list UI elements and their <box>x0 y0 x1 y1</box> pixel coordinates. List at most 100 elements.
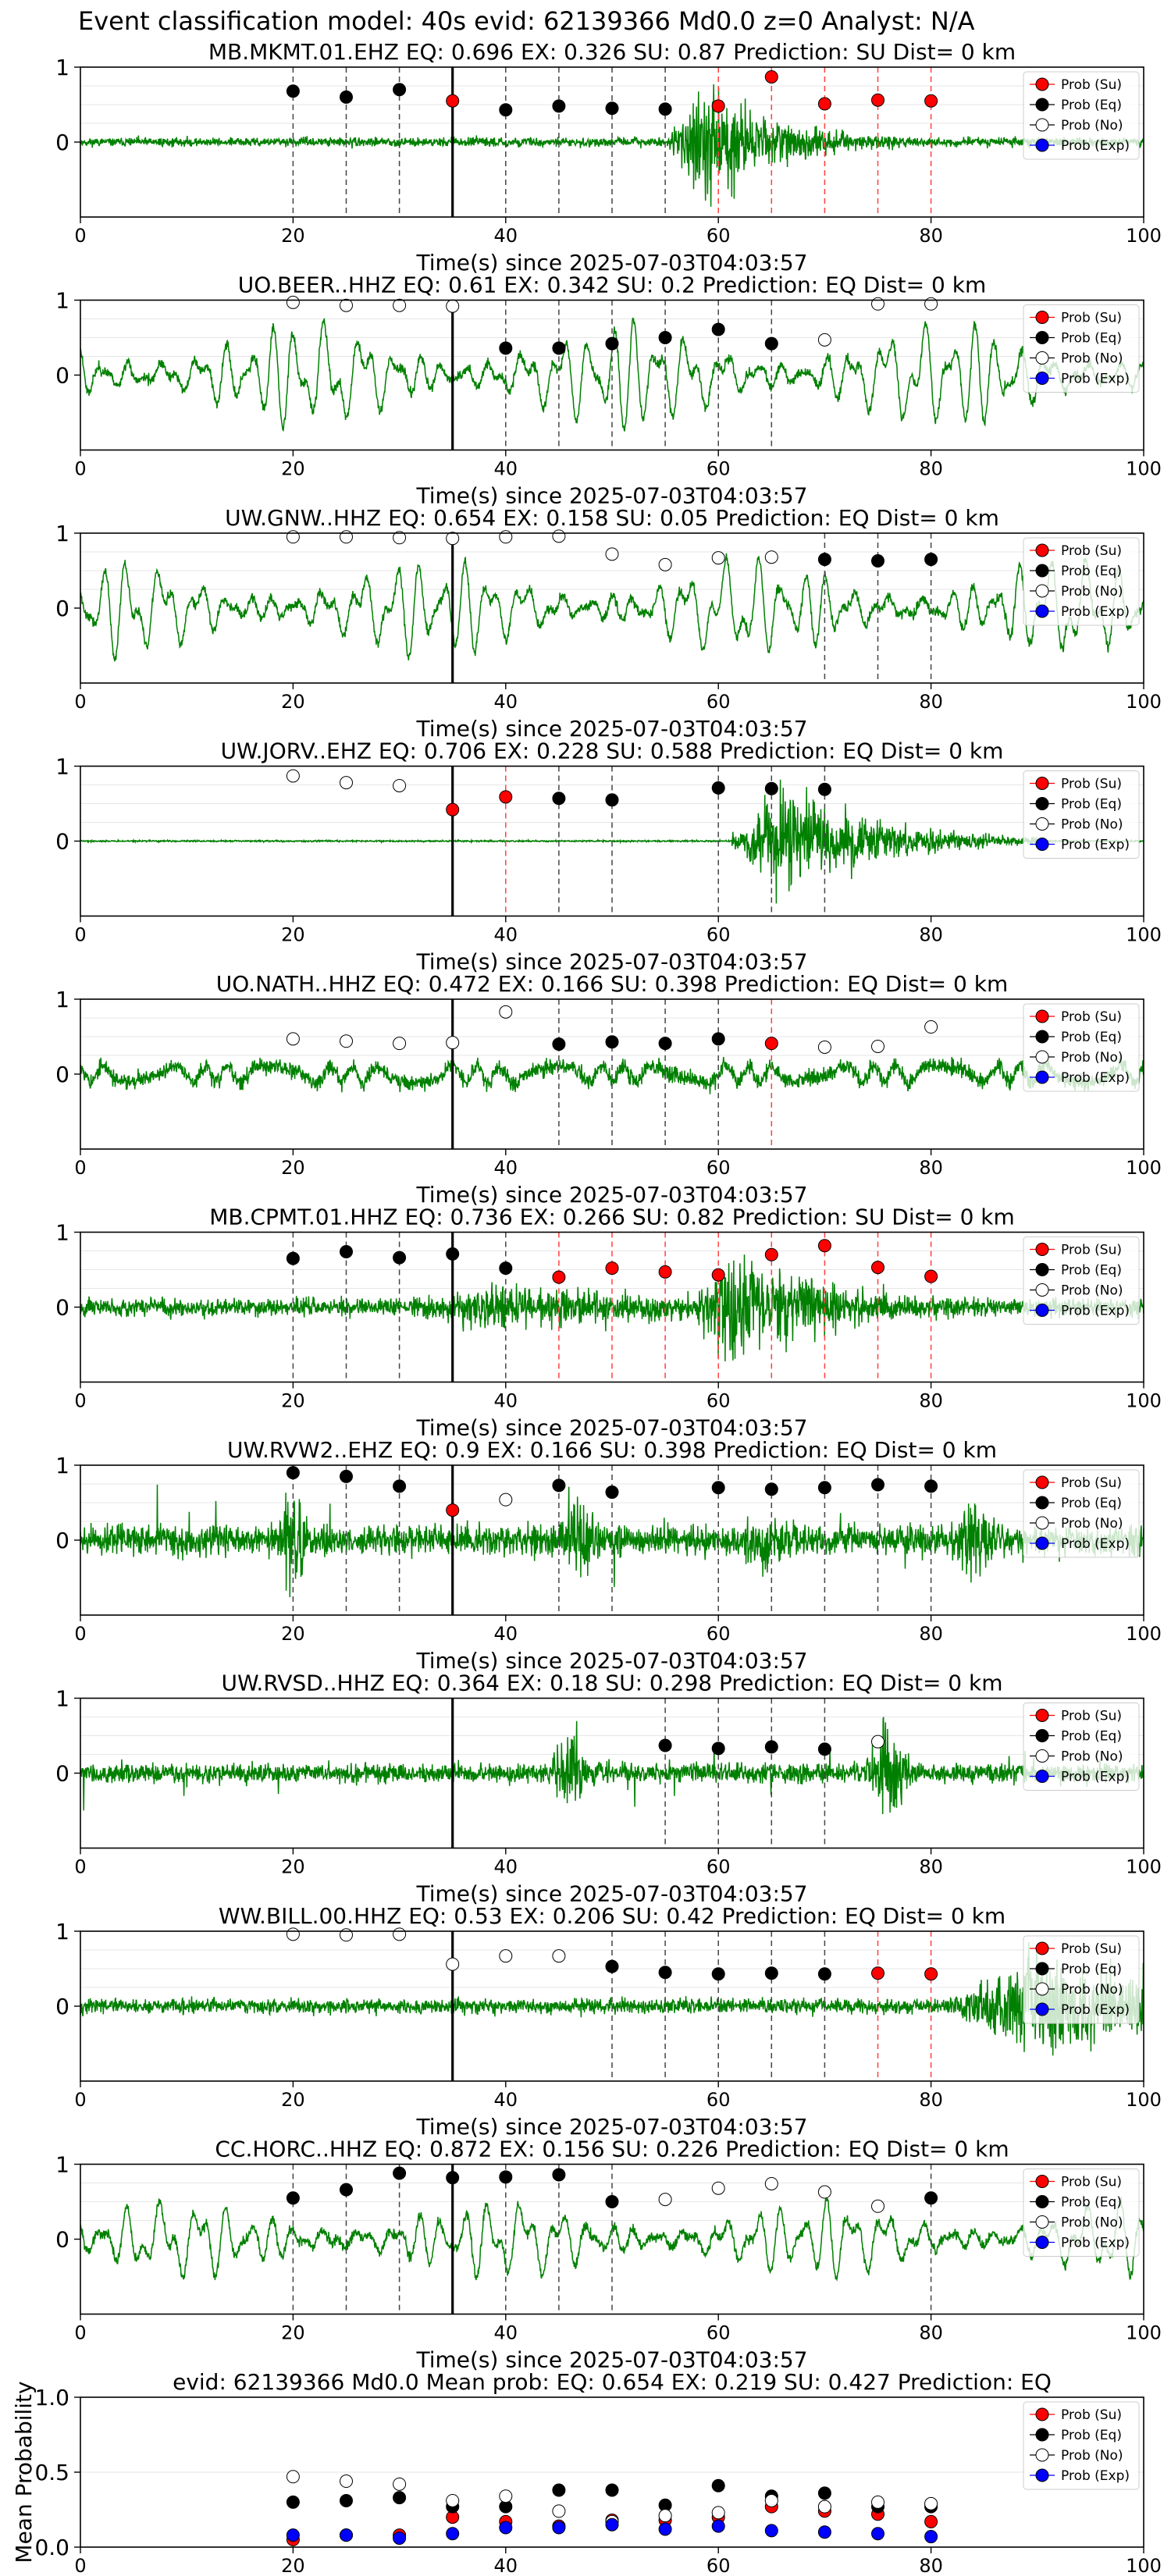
prob-point-no <box>924 1020 938 1034</box>
x-tick-label: 20 <box>281 1390 305 1412</box>
x-tick-label: 100 <box>1126 924 1162 946</box>
prob-point-eq <box>711 1742 725 1756</box>
mean-point-no <box>711 2506 725 2520</box>
legend-marker-no <box>1035 118 1049 132</box>
legend <box>1023 1236 1140 1325</box>
panel-7: UW.RVW2..EHZ EQ: 0.9 EX: 0.166 SU: 0.398… <box>55 1437 1162 1674</box>
panel-4: UW.JORV..EHZ EQ: 0.706 EX: 0.228 SU: 0.5… <box>55 738 1162 975</box>
legend <box>1023 1935 1140 2024</box>
legend-marker-su <box>1035 1709 1049 1722</box>
mean-point-exp <box>499 2521 513 2535</box>
mean-point-no <box>446 2493 460 2507</box>
legend-label-su: Prob (Su) <box>1061 2175 1122 2190</box>
y-tick-label: 1 <box>55 2152 69 2178</box>
x-tick-label: 100 <box>1126 2322 1162 2344</box>
prob-point-eq <box>446 2171 460 2185</box>
mean-point-exp <box>711 2519 725 2533</box>
x-tick-label: 40 <box>494 2322 518 2344</box>
legend-label-no: Prob (No) <box>1061 1283 1123 1299</box>
prob-point-no <box>340 298 353 312</box>
legend-label-no: Prob (No) <box>1061 118 1123 133</box>
legend-marker-no <box>1035 2448 1049 2462</box>
waveform-trace <box>80 779 1144 904</box>
legend-marker-su <box>1035 77 1049 91</box>
x-tick-label: 60 <box>707 1623 731 1645</box>
x-tick-label: 60 <box>707 225 731 247</box>
x-tick-label: 0 <box>74 1623 86 1645</box>
prob-point-no <box>286 769 300 783</box>
legend-label-exp: Prob (Exp) <box>1061 604 1130 620</box>
prob-point-no <box>871 2199 884 2213</box>
prob-point-su <box>924 1967 938 1981</box>
x-tick-label: 20 <box>281 1157 305 1179</box>
x-axis-label: Time(s) since 2025-07-03T04:03:57 <box>415 1881 807 1907</box>
mean-point-eq <box>605 2483 619 2497</box>
x-tick-label: 100 <box>1126 458 1162 480</box>
mean-point-exp <box>924 2530 938 2544</box>
panel-11: evid: 62139366 Md0.0 Mean prob: EQ: 0.65… <box>11 2369 1162 2576</box>
legend-marker-su <box>1035 1009 1049 1023</box>
x-tick-label: 100 <box>1126 691 1162 713</box>
mean-point-exp <box>552 2521 566 2535</box>
panel-8: UW.RVSD..HHZ EQ: 0.364 EX: 0.18 SU: 0.29… <box>55 1670 1162 1907</box>
prob-point-eq <box>286 1466 300 1480</box>
prob-point-no <box>658 557 672 571</box>
prob-point-eq <box>658 1966 672 1980</box>
waveform-trace <box>80 1717 1144 1815</box>
legend-label-no: Prob (No) <box>1061 817 1123 833</box>
prob-point-eq <box>871 1478 884 1492</box>
y-tick-label: 0 <box>55 1528 69 1553</box>
prob-point-no <box>605 547 619 561</box>
prob-point-no <box>711 2181 725 2195</box>
legend-label-no: Prob (No) <box>1061 1050 1123 1066</box>
y-tick-label: 1 <box>55 1453 69 1478</box>
mean-point-eq <box>552 2483 566 2497</box>
x-tick-label: 20 <box>281 2322 305 2344</box>
panel-title: UO.BEER..HHZ EQ: 0.61 EX: 0.342 SU: 0.2 … <box>238 272 986 298</box>
prob-point-no <box>446 1036 460 1050</box>
prob-point-no <box>817 1040 831 1054</box>
x-tick-label: 80 <box>919 1157 943 1179</box>
prob-point-su <box>446 802 460 817</box>
legend-marker-exp <box>1035 838 1049 851</box>
legend-label-no: Prob (No) <box>1061 1749 1123 1765</box>
prob-point-eq <box>658 1037 672 1051</box>
x-tick-label: 20 <box>281 1623 305 1645</box>
legend-label-exp: Prob (Exp) <box>1061 838 1130 853</box>
prob-point-eq <box>552 341 566 355</box>
legend-marker-exp <box>1035 1070 1049 1084</box>
prob-point-eq <box>764 781 778 795</box>
x-tick-label: 60 <box>707 691 731 713</box>
panel-6: MB.CPMT.01.HHZ EQ: 0.736 EX: 0.266 SU: 0… <box>55 1204 1162 1441</box>
legend-label-su: Prob (Su) <box>1061 1709 1122 1724</box>
legend-label-eq: Prob (Eq) <box>1061 1496 1122 1511</box>
panel-3: UW.GNW..HHZ EQ: 0.654 EX: 0.158 SU: 0.05… <box>55 505 1162 742</box>
mean-point-exp <box>658 2522 672 2536</box>
prob-point-eq <box>605 1485 619 1500</box>
legend-label-no: Prob (No) <box>1061 351 1123 367</box>
prob-point-eq <box>711 1032 725 1046</box>
y-tick-label: 1 <box>55 55 69 80</box>
panel-10: CC.HORC..HHZ EQ: 0.872 EX: 0.156 SU: 0.2… <box>55 2137 1162 2373</box>
prob-point-eq <box>552 792 566 806</box>
legend-label-su: Prob (Su) <box>1061 1009 1122 1025</box>
y-tick-label: 1 <box>55 521 69 546</box>
prob-point-no <box>393 531 407 545</box>
legend-marker-eq <box>1035 797 1049 810</box>
legend-marker-no <box>1035 1516 1049 1530</box>
x-tick-label: 40 <box>494 2555 518 2576</box>
y-tick-label: 1 <box>55 754 69 780</box>
x-axis-label: Time(s) since 2025-07-03T04:03:57 <box>415 483 807 509</box>
y-axis-label: Mean Probability <box>11 2381 37 2563</box>
legend-marker-exp <box>1035 2236 1049 2249</box>
prob-point-eq <box>924 553 938 567</box>
prob-point-no <box>286 1032 300 1046</box>
x-tick-label: 20 <box>281 924 305 946</box>
panel-5: UO.NATH..HHZ EQ: 0.472 EX: 0.166 SU: 0.3… <box>55 971 1162 1208</box>
legend-label-exp: Prob (Exp) <box>1061 1304 1130 1319</box>
waveform-trace <box>80 1056 1144 1094</box>
prob-point-eq <box>605 336 619 350</box>
prob-point-no <box>499 1005 513 1019</box>
prob-point-su <box>817 97 831 111</box>
legend-marker-eq <box>1035 2195 1049 2208</box>
